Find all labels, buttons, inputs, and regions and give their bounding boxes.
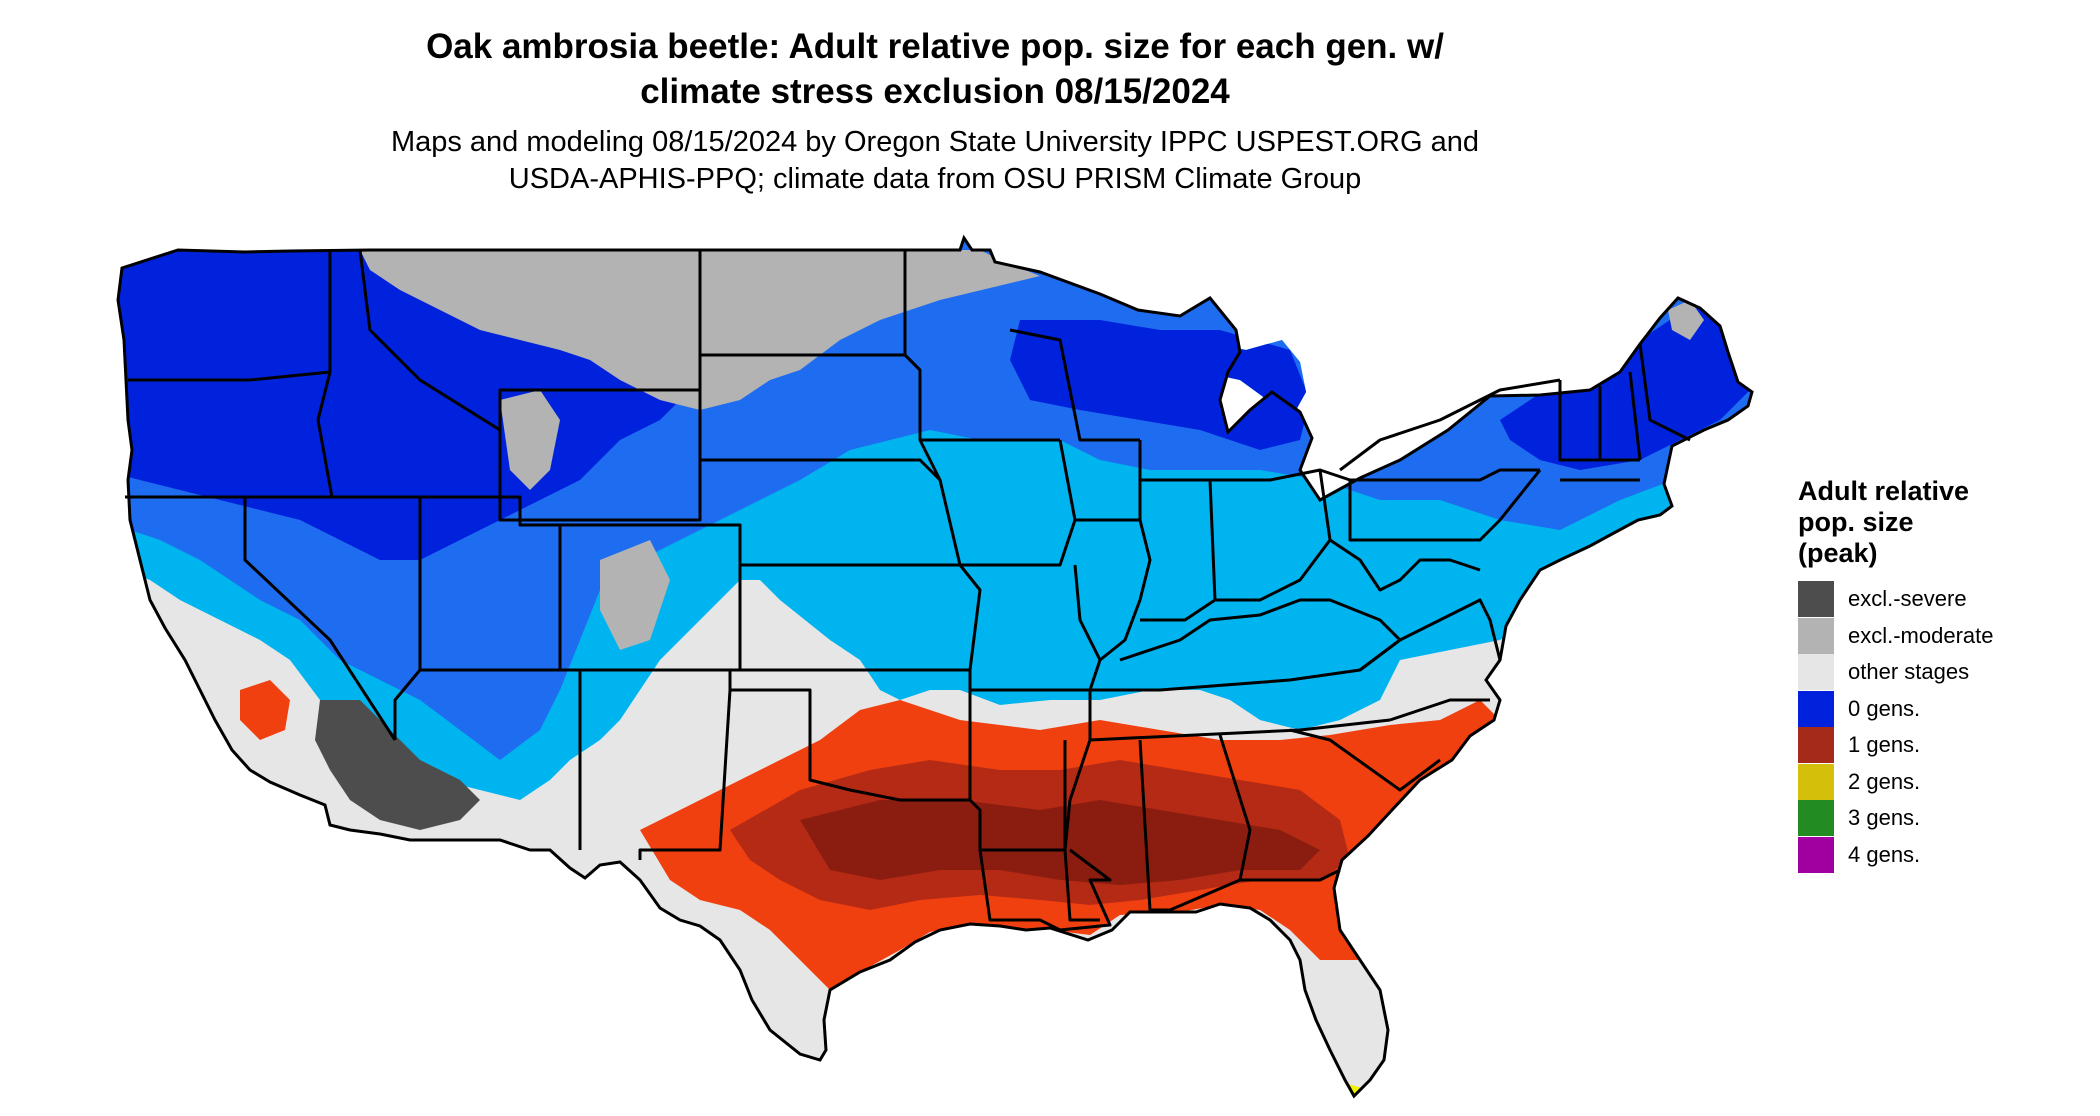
legend-item: 0 gens. xyxy=(1798,690,2088,728)
region-zero-gens-dark-northeast xyxy=(1500,300,1750,470)
region-excl-moderate-colorado xyxy=(600,540,670,650)
us-map-svg xyxy=(116,236,1754,1098)
legend-swatch xyxy=(1798,617,1834,654)
legend-label: 3 gens. xyxy=(1848,805,1921,831)
legend-title: Adult relative pop. size (peak) xyxy=(1798,476,1970,568)
legend-item: excl.-moderate xyxy=(1798,617,2088,655)
state-borders xyxy=(125,249,1691,932)
legend-item: 2 gens. xyxy=(1798,763,2088,801)
legend-item: 3 gens. xyxy=(1798,800,2088,837)
legend-swatch xyxy=(1798,836,1834,873)
legend-item: excl.-severe xyxy=(1798,581,2088,618)
legend-swatch xyxy=(1798,654,1834,691)
legend-label: 4 gens. xyxy=(1848,841,1921,867)
region-one-gen-dark xyxy=(800,800,1320,885)
legend-swatch xyxy=(1798,581,1834,618)
legend-label: 2 gens. xyxy=(1848,768,1921,794)
title-line-2: climate stress exclusion 08/15/2024 xyxy=(640,72,1230,111)
legend-label: excl.-severe xyxy=(1848,586,1967,612)
legend-label: 1 gens. xyxy=(1848,732,1921,758)
legend-item: 1 gens. xyxy=(1798,727,2088,764)
legend-label: 0 gens. xyxy=(1848,695,1921,721)
legend-items: excl.-severe excl.-moderate other stages 0 … xyxy=(1798,581,2088,873)
legend-swatch xyxy=(1798,690,1834,727)
legend-swatch xyxy=(1798,763,1834,800)
map-legend: Adult relative pop. size (peak) excl.-se… xyxy=(1798,476,2088,873)
legend-label: excl.-moderate xyxy=(1848,622,1994,648)
region-excl-severe-sw xyxy=(315,700,480,830)
title-line-1: Oak ambrosia beetle: Adult relative pop.… xyxy=(426,27,1444,66)
subtitle-line-2: USDA-APHIS-PPQ; climate data from OSU PR… xyxy=(508,163,1362,195)
legend-item: 4 gens. xyxy=(1798,836,2088,874)
map-subtitle: Maps and modeling 08/15/2024 by Oregon S… xyxy=(0,124,1870,198)
map-title: Oak ambrosia beetle: Adult relative pop.… xyxy=(0,24,1870,114)
region-one-gen-california xyxy=(240,680,290,740)
legend-item: other stages xyxy=(1798,654,2088,691)
subtitle-line-1: Maps and modeling 08/15/2024 by Oregon S… xyxy=(390,126,1480,158)
region-excl-moderate-wyoming xyxy=(500,390,560,490)
legend-label: other stages xyxy=(1848,659,1970,685)
legend-swatch xyxy=(1798,727,1834,764)
legend-swatch xyxy=(1798,800,1834,837)
us-map xyxy=(100,230,1780,1110)
region-excl-moderate-maine xyxy=(1668,300,1704,340)
map-regions xyxy=(118,238,1752,1096)
